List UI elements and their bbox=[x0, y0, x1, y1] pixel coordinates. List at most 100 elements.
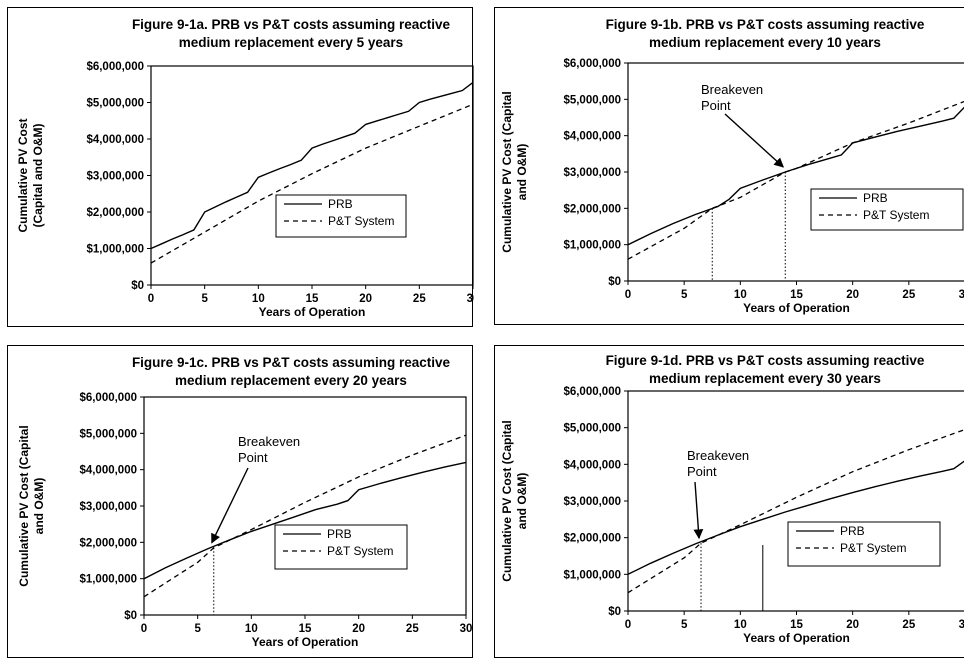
y-axis-title-line: Cumulative PV Cost (Capital bbox=[500, 420, 514, 581]
chart-title-line-2: medium replacement every 30 years bbox=[649, 371, 881, 386]
y-tick-label: $6,000,000 bbox=[563, 386, 621, 398]
legend-label: P&T System bbox=[840, 541, 906, 555]
series-line-pt-system bbox=[143, 434, 467, 598]
x-tick-label: 10 bbox=[734, 289, 747, 301]
series-line-pt-system bbox=[150, 103, 474, 264]
series-line-prb bbox=[627, 106, 964, 246]
annotation-text: Breakeven bbox=[687, 448, 749, 463]
x-tick-label: 25 bbox=[902, 619, 915, 631]
y-tick-label: $0 bbox=[608, 606, 621, 618]
x-tick-label: 0 bbox=[625, 289, 631, 301]
x-tick-label: 25 bbox=[406, 623, 419, 635]
chart-9-1b: $0 $1,000,000 $2,000,000 $3,000,000 $4,000,0… bbox=[500, 58, 964, 315]
y-tick-label: $2,000,000 bbox=[563, 533, 621, 545]
y-tick-label: $4,000,000 bbox=[563, 459, 621, 471]
y-axis-title-line: and O&M) bbox=[515, 144, 529, 201]
plot-area bbox=[627, 62, 964, 282]
y-tick-label: $3,000,000 bbox=[86, 171, 144, 183]
y-tick-label: $6,000,000 bbox=[563, 58, 621, 70]
x-tick-label: 25 bbox=[902, 289, 915, 301]
legend-label: P&T System bbox=[863, 208, 929, 222]
x-tick-label: 15 bbox=[306, 293, 319, 305]
y-tick-label: $4,000,000 bbox=[563, 131, 621, 143]
chart-title-line-1: Figure 9-1c. PRB vs P&T costs assuming r… bbox=[131, 355, 451, 370]
chart-title-line-2: medium replacement every 20 years bbox=[175, 373, 407, 388]
chart-title-line-2: medium replacement every 10 years bbox=[649, 35, 881, 50]
x-tick-label: 20 bbox=[846, 289, 859, 301]
x-axis-title: Years of Operation bbox=[743, 301, 850, 315]
chart-panel-9-1b: Figure 9-1b. PRB vs P&T costs assuming r… bbox=[494, 7, 964, 325]
y-axis-title-line: and O&M) bbox=[515, 473, 529, 530]
x-tick-label: 15 bbox=[299, 623, 312, 635]
y-axis-title-line: and O&M) bbox=[32, 478, 46, 535]
legend-box bbox=[275, 194, 407, 238]
legend-label: P&T System bbox=[328, 214, 394, 228]
y-tick-label: $1,000,000 bbox=[563, 240, 621, 252]
x-tick-label: 5 bbox=[681, 289, 688, 301]
y-tick-label: $1,000,000 bbox=[79, 574, 137, 586]
legend-box bbox=[787, 521, 941, 567]
y-axis-title-line: (Capital and O&M) bbox=[31, 123, 45, 227]
y-tick-label: $2,000,000 bbox=[86, 207, 144, 219]
x-tick-label: 15 bbox=[790, 289, 803, 301]
series-line-prb bbox=[627, 460, 964, 575]
x-tick-label: 30 bbox=[460, 623, 473, 635]
x-tick-label: 0 bbox=[148, 293, 154, 305]
annotation-arrow bbox=[724, 113, 784, 168]
chart-title: Figure 9-1a. PRB vs P&T costs assuming r… bbox=[108, 16, 474, 52]
chart-title-line-1: Figure 9-1b. PRB vs P&T costs assuming r… bbox=[605, 17, 925, 32]
y-tick-label: $4,000,000 bbox=[86, 134, 144, 146]
plot-area bbox=[150, 65, 474, 286]
chart-9-1c: $0 $1,000,000 $2,000,000 $3,000,000 $4,000,0… bbox=[17, 392, 473, 649]
chart-panel-9-1d: Figure 9-1d. PRB vs P&T costs assuming r… bbox=[494, 345, 964, 658]
series-line-pt-system bbox=[627, 429, 964, 594]
x-axis-title: Years of Operation bbox=[259, 305, 366, 319]
chart-9-1a: $0 $1,000,000 $2,000,000 $3,000,000 $4,000,0… bbox=[16, 61, 474, 319]
annotation-arrow bbox=[211, 467, 249, 544]
annotation-text: Point bbox=[687, 464, 717, 479]
series-line-prb bbox=[150, 81, 474, 250]
y-axis-title-line: Cumulative PV Cost (Capital bbox=[17, 425, 31, 586]
y-tick-label: $5,000,000 bbox=[563, 423, 621, 435]
y-tick-label: $5,000,000 bbox=[86, 98, 144, 110]
annotation-text: Point bbox=[701, 98, 731, 113]
chart-title-line-1: Figure 9-1d. PRB vs P&T costs assuming r… bbox=[605, 353, 925, 368]
legend-label: PRB bbox=[840, 524, 865, 538]
chart-title-line-1: Figure 9-1a. PRB vs P&T costs assuming r… bbox=[131, 17, 451, 32]
y-tick-label: $3,000,000 bbox=[563, 496, 621, 508]
annotation-text: Point bbox=[238, 450, 268, 465]
x-tick-label: 0 bbox=[141, 623, 147, 635]
legend-label: PRB bbox=[328, 197, 353, 211]
chart-9-1d: $0 $1,000,000 $2,000,000 $3,000,000 $4,000,0… bbox=[500, 386, 964, 645]
y-tick-label: $1,000,000 bbox=[563, 569, 621, 581]
series-line-pt-system bbox=[627, 100, 964, 260]
series-line-prb bbox=[143, 461, 467, 580]
x-tick-label: 5 bbox=[201, 293, 208, 305]
chart-panel-9-1c: Figure 9-1c. PRB vs P&T costs assuming r… bbox=[7, 345, 473, 658]
y-tick-label: $5,000,000 bbox=[79, 428, 137, 440]
x-tick-label: 30 bbox=[959, 289, 964, 301]
y-tick-label: $0 bbox=[131, 280, 144, 292]
x-tick-label: 30 bbox=[467, 293, 474, 305]
plot-area bbox=[143, 396, 467, 616]
y-tick-label: $6,000,000 bbox=[79, 392, 137, 404]
y-axis-title-line: Cumulative PV Cost (Capital bbox=[500, 91, 514, 252]
x-axis-title: Years of Operation bbox=[252, 635, 359, 649]
chart-title: Figure 9-1d. PRB vs P&T costs assuming r… bbox=[565, 352, 964, 388]
y-tick-label: $6,000,000 bbox=[86, 61, 144, 73]
x-tick-label: 5 bbox=[681, 619, 688, 631]
x-tick-label: 20 bbox=[846, 619, 859, 631]
annotation-text: Breakeven bbox=[238, 434, 300, 449]
y-tick-label: $3,000,000 bbox=[79, 501, 137, 513]
legend-box bbox=[810, 188, 964, 231]
legend-label: PRB bbox=[327, 527, 352, 541]
chart-title-line-2: medium replacement every 5 years bbox=[178, 35, 404, 50]
chart-title: Figure 9-1c. PRB vs P&T costs assuming r… bbox=[108, 354, 474, 390]
annotation-text: Breakeven bbox=[701, 82, 763, 97]
legend-label: P&T System bbox=[327, 544, 393, 558]
x-tick-label: 10 bbox=[245, 623, 258, 635]
y-tick-label: $2,000,000 bbox=[79, 537, 137, 549]
y-tick-label: $5,000,000 bbox=[563, 94, 621, 106]
x-tick-label: 30 bbox=[959, 619, 964, 631]
x-tick-label: 10 bbox=[734, 619, 747, 631]
